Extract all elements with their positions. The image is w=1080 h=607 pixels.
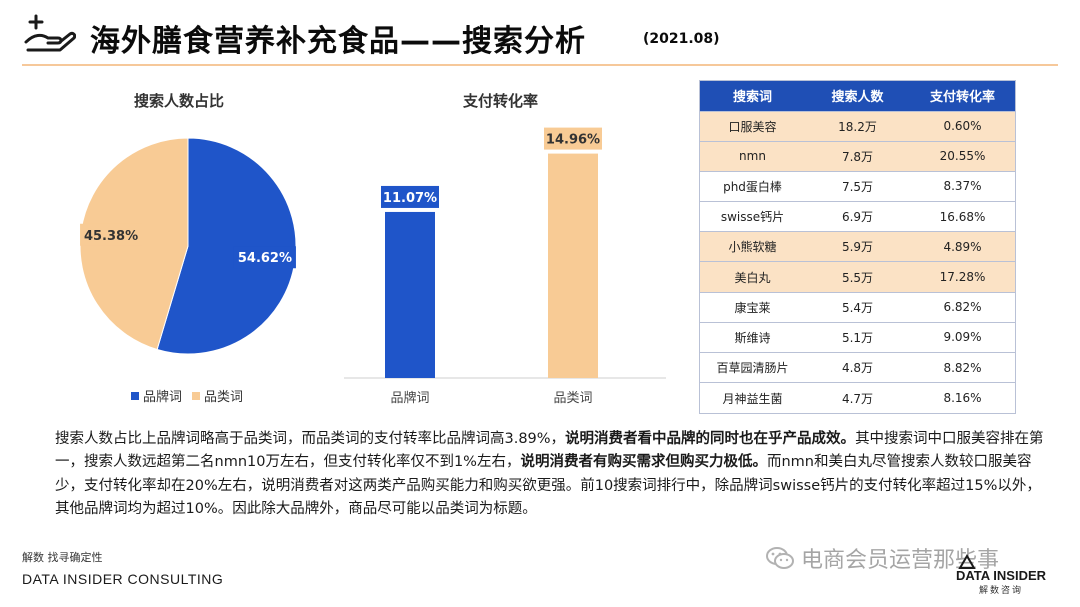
cell-keyword: phd蛋白棒 [700,170,805,202]
cell-conversion: 17.28% [910,261,1015,293]
bar-category-label-1: 品类词 [553,391,592,406]
para-text-3: 而nmn和美白丸尽管搜索人数较口服美容少，支付转化率却在20%左右，说明消费者对… [55,454,1041,517]
cell-conversion: 8.16% [910,382,1015,413]
cell-searchers: 4.8万 [805,351,910,383]
title-divider [22,64,1058,66]
page-date: (2021.08) [643,31,720,47]
cell-searchers: 4.7万 [805,382,910,413]
keyword-table: 搜索词 搜索人数 支付转化率 口服美容 18.2万 0.60% nmn 7.8万 20.5… [699,80,1016,414]
cell-conversion: 9.09% [910,321,1015,353]
cell-searchers: 6.9万 [805,201,910,232]
table-row: 口服美容 18.2万 0.60% [700,110,1015,142]
pie-data-label-1: 45.38% [84,229,138,244]
table-row: 小熊软糖 5.9万 4.89% [700,231,1015,262]
footer-logo-sub: 解数咨询 [979,586,1024,596]
header-searchers: 搜索人数 [805,81,910,111]
hand-plus-icon [24,14,76,52]
table-row: swisse钙片 6.9万 16.68% [700,201,1015,232]
header-conversion: 支付转化率 [910,81,1015,111]
bar-label-bg-1 [544,127,602,150]
table-row: 美白丸 5.5万 17.28% [700,261,1015,293]
cell-keyword: 月神益生菌 [700,382,805,413]
cell-keyword: 百草园清肠片 [700,351,805,383]
cell-keyword: swisse钙片 [700,201,805,232]
analysis-paragraph: 搜索人数占比上品牌词略高于品类词，而品类词的支付转率比品牌词高3.89%，说明消… [55,428,1055,521]
cell-keyword: nmn [700,140,805,172]
cell-conversion: 6.82% [910,291,1015,323]
keyword-table-grid: 搜索词 搜索人数 支付转化率 口服美容 18.2万 0.60% nmn 7.8万 20.5… [700,81,1015,413]
cell-conversion: 4.89% [910,231,1015,262]
para-text-1: 搜索人数占比上品牌词略高于品类词，而品类词的支付转率比品牌词高3.89%， [55,431,566,447]
legend-swatch-category [192,391,201,400]
table-row: nmn 7.8万 20.55% [700,140,1015,172]
wechat-icon [766,547,794,569]
cell-searchers: 5.5万 [805,261,910,293]
header-keyword: 搜索词 [700,81,805,111]
bar-data-label-0: 11.07% [383,191,437,206]
pie-chart-title: 搜索人数占比 [134,92,225,110]
cell-keyword: 小熊软糖 [700,231,805,262]
para-bold-2: 说明消费者有购买需求但购买力极低。 [520,454,767,471]
cell-keyword: 康宝莱 [700,291,805,323]
pie-legend: 品牌词 品类词 [131,386,253,405]
para-bold-1: 说明消费者看中品牌的同时也在乎产品成效。 [565,431,856,447]
cell-conversion: 8.37% [910,170,1015,202]
legend-swatch-brand [131,391,139,400]
table-row: 康宝莱 5.4万 6.82% [700,291,1015,323]
pie-label-bg-1 [80,223,143,246]
legend-label-brand: 品牌词 [143,390,183,405]
table-header-row: 搜索词 搜索人数 支付转化率 [700,81,1015,111]
table-row: phd蛋白棒 7.5万 8.37% [700,170,1015,202]
bar-chart-title: 支付转化率 [463,92,539,110]
bar-category-label-0: 品牌词 [390,390,429,406]
bar-data-label-1: 14.96% [546,133,600,148]
legend-item-brand: 品牌词 [131,386,182,405]
table-row: 月神益生菌 4.7万 8.16% [700,382,1015,413]
watermark: 电商会员运营那些事 [765,542,999,574]
table-row: 斯维诗 5.1万 9.09% [700,321,1015,353]
cell-searchers: 7.8万 [805,140,910,172]
pie-chart: 54.62% 45.38% [79,137,297,355]
bar-chart: 11.07% 品牌词 14.96% 品类词 [344,127,666,406]
cell-conversion: 20.55% [910,140,1015,172]
footer-company: DATA INSIDER CONSULTING [22,571,224,587]
para-text-2: 其中搜索词中口服美容排在第一，搜索人数远超第二名nmn10万左右，但支付转化率仅… [55,431,1044,471]
bar-label-bg-0 [381,185,439,208]
cell-searchers: 7.5万 [805,170,910,202]
legend-item-category: 品类词 [192,386,243,405]
cell-conversion: 16.68% [910,201,1015,232]
pie-data-label-0: 54.62% [238,251,292,266]
table-row: 百草园清肠片 4.8万 8.82% [700,351,1015,383]
cell-keyword: 斯维诗 [700,321,805,353]
cell-conversion: 8.82% [910,351,1015,383]
bar-1 [548,153,598,378]
bar-0 [385,211,435,378]
footer-tagline: 解数 找寻确定性 [22,551,103,564]
footer-logo: DATA INSIDER 解数咨询 [956,554,1047,596]
page-title: 海外膳食营养补充食品——搜索分析 [90,24,586,59]
cell-keyword: 美白丸 [700,261,805,293]
cell-searchers: 5.4万 [805,291,910,323]
legend-label-category: 品类词 [204,390,244,405]
pie-label-bg-0 [233,246,296,269]
cell-keyword: 口服美容 [700,110,805,142]
data-insider-logo-icon [958,554,976,569]
cell-conversion: 0.60% [910,110,1015,142]
footer-logo-main: DATA INSIDER [956,568,1047,583]
cell-searchers: 5.1万 [805,321,910,353]
cell-searchers: 18.2万 [805,110,910,142]
cell-searchers: 5.9万 [805,231,910,262]
